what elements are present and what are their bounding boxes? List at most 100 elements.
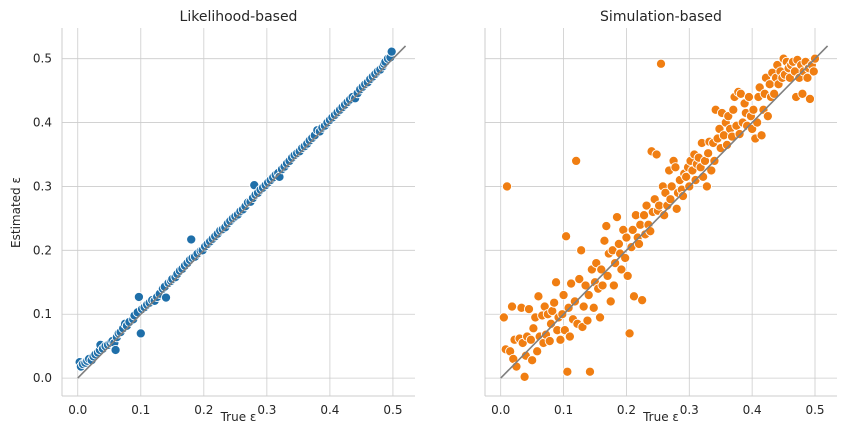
data-point bbox=[550, 277, 562, 288]
data-point bbox=[523, 304, 535, 315]
data-point bbox=[613, 238, 624, 249]
panel-simulation-based: Simulation-based True ε 0.0 0.1 0.2 0.3 0.4 0… bbox=[484, 9, 837, 424]
data-point bbox=[645, 226, 656, 237]
y-tick-label: 0.4 bbox=[33, 116, 52, 130]
data-point bbox=[571, 155, 582, 166]
y-axis-label: Estimated ε bbox=[9, 177, 23, 248]
data-point bbox=[527, 355, 538, 366]
x-tick-label: 0.1 bbox=[554, 403, 573, 417]
data-point bbox=[734, 129, 745, 140]
data-point bbox=[808, 66, 819, 77]
y-tick-label: 0.0 bbox=[33, 371, 52, 385]
data-point bbox=[583, 290, 594, 301]
data-point bbox=[681, 171, 692, 182]
x-tick-label: 0.4 bbox=[320, 403, 339, 417]
x-tick-label: 0.0 bbox=[491, 403, 510, 417]
x-tick-label: 0.2 bbox=[194, 403, 213, 417]
y-tick-label: 0.3 bbox=[33, 179, 52, 193]
data-point bbox=[566, 278, 577, 289]
data-point bbox=[666, 181, 677, 192]
y-tick-label: 0.2 bbox=[33, 243, 52, 257]
grid bbox=[62, 28, 415, 396]
data-point bbox=[641, 200, 652, 211]
data-point bbox=[133, 291, 144, 303]
data-point bbox=[562, 366, 573, 377]
data-point bbox=[501, 181, 513, 192]
identity-line bbox=[500, 45, 829, 379]
data-point bbox=[651, 149, 662, 160]
data-point bbox=[569, 296, 580, 307]
panel-likelihood-based: Likelihood-based True ε Estimated ε 0.0 0… bbox=[9, 9, 415, 424]
data-point bbox=[498, 312, 509, 323]
data-point bbox=[528, 323, 539, 334]
data-point bbox=[563, 302, 574, 313]
data-point bbox=[627, 224, 638, 235]
data-point bbox=[698, 171, 709, 182]
data-point bbox=[578, 301, 589, 312]
data-point bbox=[544, 336, 555, 347]
data-point bbox=[655, 58, 667, 69]
data-point bbox=[597, 280, 608, 291]
data-point bbox=[624, 328, 635, 339]
data-point bbox=[594, 312, 606, 323]
data-point bbox=[743, 91, 755, 103]
panel-title: Likelihood-based bbox=[180, 9, 298, 25]
scatter-points bbox=[498, 53, 821, 382]
data-point bbox=[599, 235, 610, 246]
data-point bbox=[533, 291, 544, 302]
data-point bbox=[620, 252, 631, 264]
data-point bbox=[769, 88, 780, 99]
data-point bbox=[659, 210, 670, 221]
data-point bbox=[601, 221, 612, 232]
data-point bbox=[110, 344, 121, 356]
data-point bbox=[582, 315, 593, 326]
data-point bbox=[616, 264, 627, 275]
data-point bbox=[160, 292, 172, 303]
x-tick-label: 0.1 bbox=[131, 403, 150, 417]
data-point bbox=[135, 328, 146, 339]
data-point bbox=[576, 245, 587, 256]
data-point bbox=[525, 334, 536, 345]
y-tick-label: 0.1 bbox=[33, 307, 52, 321]
x-tick-label: 0.3 bbox=[257, 403, 276, 417]
data-point bbox=[611, 212, 623, 223]
panel-title: Simulation-based bbox=[600, 9, 722, 25]
data-point bbox=[588, 302, 599, 313]
data-point bbox=[703, 148, 714, 159]
data-point bbox=[748, 104, 759, 115]
data-point bbox=[797, 88, 808, 99]
data-point bbox=[637, 295, 648, 306]
data-point bbox=[802, 72, 813, 83]
x-tick-label: 0.3 bbox=[680, 403, 699, 417]
data-point bbox=[706, 165, 717, 176]
data-point bbox=[580, 280, 591, 291]
data-point bbox=[574, 274, 585, 285]
data-point bbox=[564, 331, 575, 342]
data-point bbox=[638, 210, 650, 221]
x-tick-label: 0.5 bbox=[805, 403, 824, 417]
data-point bbox=[728, 104, 739, 115]
data-point bbox=[506, 301, 518, 312]
data-point bbox=[633, 238, 645, 249]
x-tick-label: 0.0 bbox=[68, 403, 87, 417]
x-tick-label: 0.4 bbox=[743, 403, 762, 417]
data-point bbox=[756, 130, 767, 141]
data-point bbox=[596, 264, 607, 275]
identity-line bbox=[77, 45, 407, 379]
x-axis-label: True ε bbox=[642, 410, 679, 424]
data-point bbox=[610, 258, 621, 269]
data-point bbox=[605, 296, 616, 307]
data-point bbox=[584, 366, 596, 377]
data-point bbox=[602, 270, 613, 281]
data-point bbox=[186, 234, 197, 245]
data-point bbox=[511, 361, 522, 372]
data-point bbox=[762, 111, 773, 122]
data-point bbox=[561, 231, 572, 242]
data-point bbox=[665, 194, 676, 205]
data-point bbox=[677, 190, 689, 202]
data-point bbox=[532, 346, 543, 357]
scatter-points bbox=[74, 46, 397, 372]
data-point bbox=[804, 93, 816, 104]
x-tick-label: 0.2 bbox=[617, 403, 636, 417]
data-point bbox=[670, 162, 681, 173]
